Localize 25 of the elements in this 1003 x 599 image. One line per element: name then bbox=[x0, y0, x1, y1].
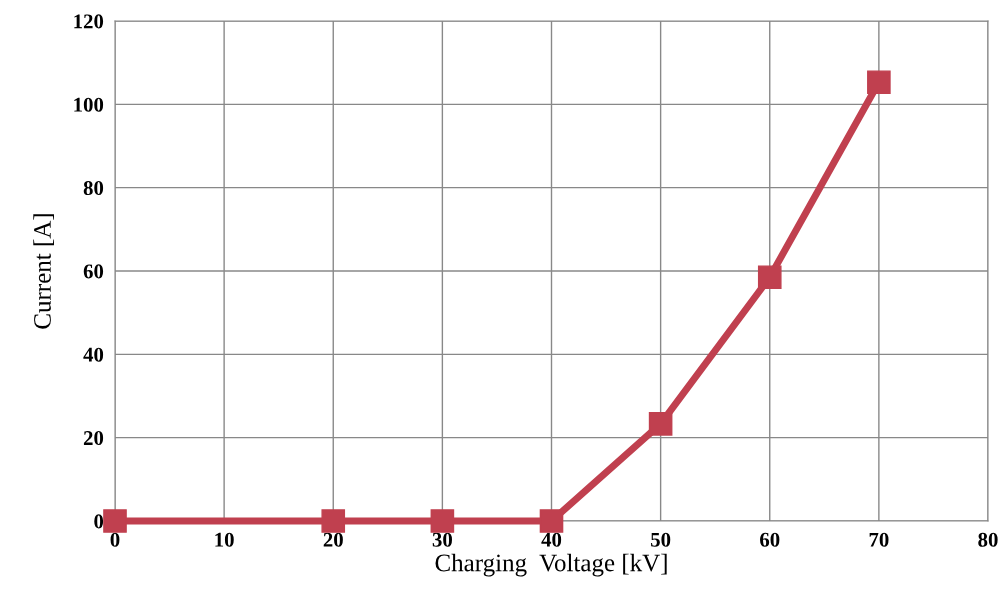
y-tick-label: 20 bbox=[83, 431, 104, 446]
point bbox=[103, 509, 127, 533]
point bbox=[430, 509, 455, 533]
x-tick-label: 20 bbox=[323, 532, 343, 547]
x-tick-label: 10 bbox=[215, 532, 234, 547]
x-tick-label: 0 bbox=[110, 532, 120, 547]
point bbox=[757, 265, 782, 290]
x-tick-label: 30 bbox=[432, 532, 452, 547]
point bbox=[321, 509, 346, 533]
x-axis-title: Charging Voltage [kV] bbox=[435, 553, 667, 577]
y-tick-label: 60 bbox=[83, 264, 104, 279]
point bbox=[867, 70, 891, 95]
x-tick-label: 40 bbox=[541, 532, 562, 547]
x-tick-label: 70 bbox=[869, 532, 889, 547]
y-tick-label: 80 bbox=[83, 181, 104, 196]
x-tick-label: 50 bbox=[651, 532, 671, 547]
y-tick-label: 120 bbox=[74, 14, 104, 29]
x-tick-label: 80 bbox=[978, 532, 998, 547]
y-tick-label: 100 bbox=[74, 97, 104, 112]
point bbox=[539, 509, 564, 533]
y-tick-label: 0 bbox=[94, 514, 104, 529]
y-tick-label: 40 bbox=[83, 347, 104, 362]
x-tick-label: 60 bbox=[760, 532, 780, 547]
y-axis-title: Current [A] bbox=[33, 214, 54, 329]
point bbox=[648, 412, 673, 436]
